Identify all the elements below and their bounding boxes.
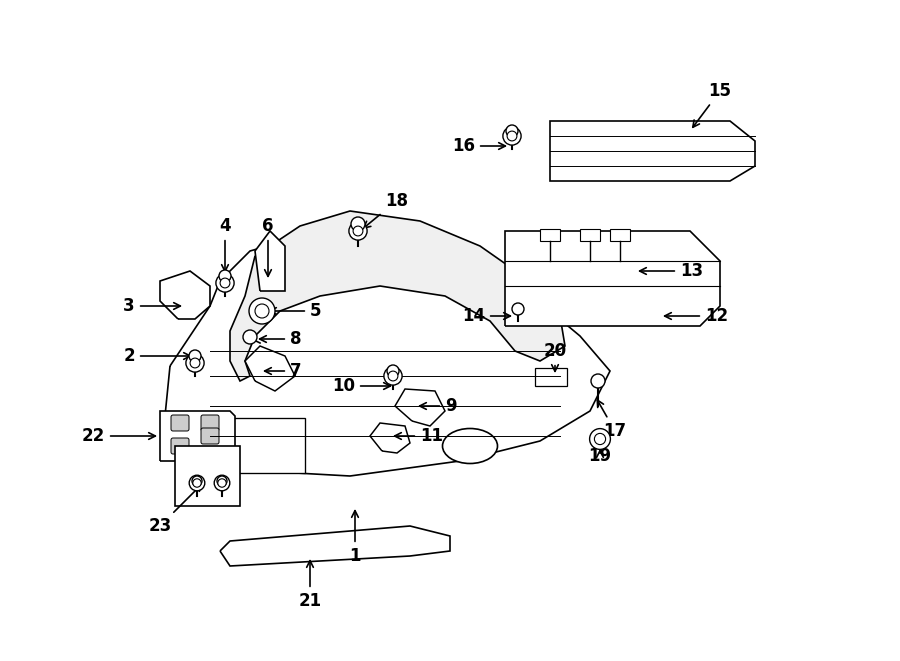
- Text: 3: 3: [123, 297, 180, 315]
- Circle shape: [218, 479, 226, 487]
- PathPatch shape: [165, 231, 610, 476]
- Text: 8: 8: [259, 330, 302, 348]
- Circle shape: [216, 274, 234, 292]
- Text: 4: 4: [220, 217, 230, 272]
- PathPatch shape: [220, 526, 450, 566]
- PathPatch shape: [245, 346, 295, 391]
- FancyBboxPatch shape: [535, 368, 567, 386]
- Text: 1: 1: [349, 511, 361, 565]
- Text: 5: 5: [270, 302, 321, 320]
- Circle shape: [190, 358, 200, 368]
- Ellipse shape: [443, 428, 498, 463]
- PathPatch shape: [160, 271, 210, 319]
- Text: 13: 13: [640, 262, 703, 280]
- PathPatch shape: [160, 411, 235, 461]
- FancyBboxPatch shape: [540, 229, 560, 241]
- Circle shape: [512, 303, 524, 315]
- Circle shape: [349, 222, 367, 240]
- Text: 22: 22: [82, 427, 156, 445]
- Circle shape: [387, 365, 399, 377]
- Text: 10: 10: [332, 377, 391, 395]
- Text: 12: 12: [664, 307, 728, 325]
- Circle shape: [186, 354, 204, 372]
- FancyBboxPatch shape: [175, 446, 240, 506]
- Text: 9: 9: [419, 397, 456, 415]
- FancyBboxPatch shape: [171, 438, 189, 454]
- Circle shape: [590, 428, 610, 449]
- Circle shape: [249, 298, 275, 324]
- PathPatch shape: [550, 121, 755, 181]
- Text: 15: 15: [693, 82, 732, 128]
- Circle shape: [384, 367, 402, 385]
- FancyBboxPatch shape: [205, 418, 305, 473]
- Text: 2: 2: [123, 347, 191, 365]
- Circle shape: [351, 217, 365, 231]
- Text: 14: 14: [462, 307, 510, 325]
- Text: 7: 7: [265, 362, 302, 380]
- Circle shape: [503, 127, 521, 145]
- Text: 23: 23: [148, 485, 202, 535]
- Circle shape: [591, 374, 605, 388]
- Text: 11: 11: [394, 427, 443, 445]
- FancyBboxPatch shape: [201, 415, 219, 431]
- Circle shape: [189, 475, 205, 491]
- FancyBboxPatch shape: [580, 229, 600, 241]
- Circle shape: [506, 125, 518, 137]
- Text: 18: 18: [364, 192, 408, 228]
- FancyBboxPatch shape: [610, 229, 630, 241]
- PathPatch shape: [505, 231, 720, 326]
- Circle shape: [255, 304, 269, 318]
- Text: 16: 16: [452, 137, 506, 155]
- Circle shape: [220, 278, 230, 288]
- PathPatch shape: [370, 423, 410, 453]
- Text: 21: 21: [299, 561, 321, 610]
- Text: 20: 20: [544, 342, 567, 371]
- Text: 6: 6: [262, 217, 274, 276]
- PathPatch shape: [395, 389, 445, 426]
- Circle shape: [219, 270, 231, 282]
- Circle shape: [507, 131, 517, 141]
- Circle shape: [388, 371, 398, 381]
- Circle shape: [243, 330, 257, 344]
- FancyBboxPatch shape: [201, 428, 219, 444]
- Text: 17: 17: [598, 400, 626, 440]
- Circle shape: [217, 476, 227, 486]
- PathPatch shape: [230, 211, 565, 381]
- Circle shape: [193, 479, 202, 487]
- FancyBboxPatch shape: [171, 415, 189, 431]
- Circle shape: [594, 434, 606, 445]
- PathPatch shape: [255, 231, 285, 291]
- Circle shape: [353, 226, 363, 236]
- Circle shape: [192, 476, 202, 486]
- Circle shape: [189, 350, 201, 362]
- Text: 19: 19: [589, 447, 612, 465]
- Circle shape: [214, 475, 230, 491]
